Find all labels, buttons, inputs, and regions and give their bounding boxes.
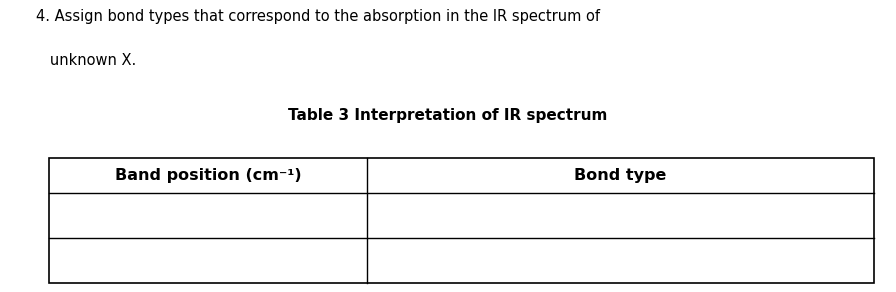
Text: Bond type: Bond type: [574, 168, 667, 183]
Bar: [49, 158, 874, 283]
Text: Band position (cm⁻¹): Band position (cm⁻¹): [115, 168, 301, 183]
Text: unknown X.: unknown X.: [36, 53, 136, 67]
Text: 4. Assign bond types that correspond to the absorption in the IR spectrum of: 4. Assign bond types that correspond to …: [36, 9, 599, 24]
Text: Table 3 Interpretation of IR spectrum: Table 3 Interpretation of IR spectrum: [289, 108, 607, 123]
